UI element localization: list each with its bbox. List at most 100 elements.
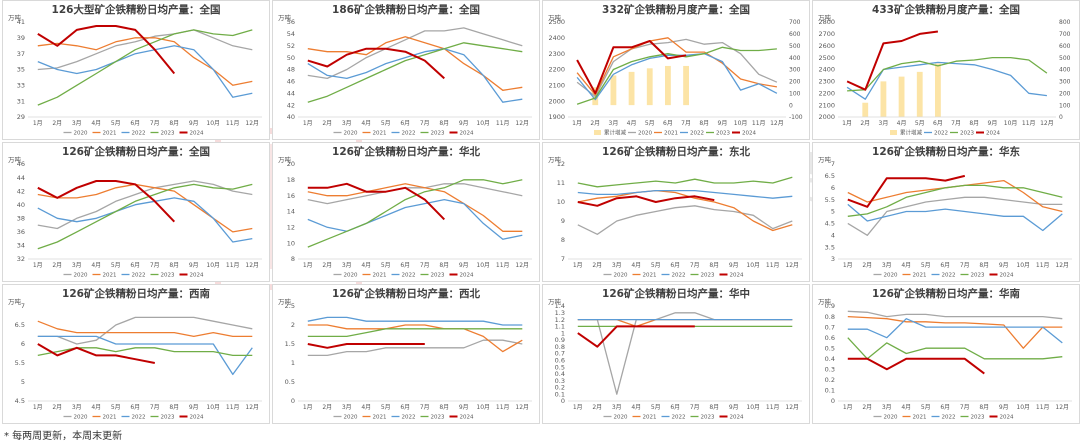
- legend-label: 2020: [344, 131, 358, 137]
- series-line-2021: [307, 324, 523, 353]
- legend-label: 2023: [971, 415, 985, 421]
- chart-panel: 126矿企铁精粉日均产量：华东 万吨 3 3.5 4 4.5 5 5.5 6 6.5 7 1月 2月 3月…: [812, 142, 1080, 282]
- x-tick-label: 6月: [130, 262, 140, 269]
- y-tick-label: 12: [287, 224, 295, 232]
- y-axis-unit: 万吨: [818, 155, 832, 164]
- x-tick-label: 9月: [189, 120, 199, 127]
- y-tick-label: 5: [21, 378, 25, 386]
- chart-title: 126矿企铁精粉日均产量：西北: [332, 287, 480, 300]
- y2-tick-label: 700: [789, 19, 801, 26]
- x-tick-label: 8月: [979, 404, 989, 411]
- legend-label: 2024: [460, 273, 474, 279]
- bar: [610, 75, 617, 106]
- chart-title: 186矿企铁精粉日均产量：全国: [332, 3, 480, 16]
- legend-label: 2022: [672, 273, 686, 279]
- legend-label: 累计增减: [900, 129, 923, 137]
- legend-label: 2023: [431, 415, 445, 421]
- x-tick-label: 10月: [476, 262, 490, 269]
- y-tick-label: 35: [17, 66, 25, 74]
- x-tick-label: 10月: [206, 404, 220, 411]
- series-line-2024: [37, 180, 176, 223]
- x-tick-label: 12月: [1055, 262, 1069, 269]
- series-line-2021: [577, 189, 793, 232]
- y-tick-label: 6: [831, 184, 835, 192]
- y-tick-label: 0.3: [555, 377, 565, 385]
- x-tick-label: 5月: [921, 404, 931, 411]
- x-tick-label: 1月: [842, 120, 852, 127]
- legend-label: 2024: [460, 131, 474, 137]
- series-line-2024: [577, 325, 695, 348]
- x-tick-label: 12月: [245, 404, 259, 411]
- x-tick-label: 4月: [91, 404, 101, 411]
- y-tick-label: 6: [21, 340, 25, 348]
- legend-swatch: [594, 130, 601, 135]
- x-tick-label: 9月: [189, 262, 199, 269]
- y2-tick-label: 300: [1059, 79, 1071, 86]
- chart-title: 126矿企铁精粉日均产量：华南: [872, 287, 1020, 300]
- x-tick-label: 4月: [91, 120, 101, 127]
- y-tick-label: 2300: [548, 50, 565, 58]
- series-line-2023: [577, 176, 793, 188]
- chart-svg: 433矿企铁精粉月度产量：全国万吨20002100220023002400250…: [812, 0, 1080, 140]
- series-line-2024: [37, 343, 155, 364]
- x-tick-label: 11月: [226, 120, 240, 127]
- x-tick-label: 11月: [766, 404, 780, 411]
- x-tick-label: 7月: [690, 404, 700, 411]
- x-tick-label: 2月: [862, 404, 872, 411]
- chart-panel: 126矿企铁精粉日均产量：西南 万吨 4.5 5 5.5 6 6.5 7 1月 2月 3月 4月 5月 6…: [2, 284, 270, 424]
- y-axis-unit: 万吨: [8, 155, 22, 164]
- chart-panel: 126矿企铁精粉日均产量：全国 万吨 32 34 36 38 40 42 44 46 1月 2月 3月 4…: [2, 142, 270, 282]
- chart-title: 332矿企铁精粉月度产量：全国: [602, 3, 750, 16]
- y-tick-label: 42: [17, 187, 25, 195]
- legend-label: 2021: [664, 131, 678, 137]
- series-line-2021: [37, 37, 253, 86]
- x-tick-label: 1月: [573, 404, 583, 411]
- legend-label: 累计增减: [604, 129, 627, 137]
- x-tick-label: 10月: [206, 120, 220, 127]
- x-tick-label: 9月: [459, 404, 469, 411]
- x-tick-label: 4月: [361, 404, 371, 411]
- y-tick-label: 8: [561, 236, 565, 244]
- legend-label: 2020: [74, 273, 88, 279]
- legend-label: 2020: [614, 273, 628, 279]
- x-tick-label: 1月: [843, 262, 853, 269]
- y-tick-label: 2700: [818, 30, 835, 38]
- legend-label: 2022: [672, 415, 686, 421]
- y-tick-label: 0.9: [555, 336, 565, 344]
- x-tick-label: 4月: [627, 120, 637, 127]
- chart-panel: 126矿企铁精粉日均产量：华南 万吨 0 0.1 0.2 0.3 0.4 0.5 0.6 0.7 0…: [812, 284, 1080, 424]
- y-axis-unit: 万吨: [548, 13, 562, 22]
- legend-label: 2022: [402, 415, 416, 421]
- x-tick-label: 3月: [882, 262, 892, 269]
- x-tick-label: 6月: [940, 404, 950, 411]
- y2-tick-label: 200: [1059, 90, 1071, 97]
- y-tick-label: 5.5: [825, 196, 835, 204]
- y-tick-label: 0.7: [555, 350, 565, 358]
- legend-label: 2023: [161, 273, 175, 279]
- chart-panel: 332矿企铁精粉月度产量：全国 万吨 1900 2000 2100 2200 2300 240…: [542, 0, 810, 140]
- chart-panel: 126矿企铁精粉日均产量：西北 万吨 0 0.5 1 1.5 2 2.5 1月 2月 3月 4月 5月 6…: [272, 284, 540, 424]
- x-tick-label: 3月: [72, 404, 82, 411]
- x-tick-label: 8月: [969, 120, 979, 127]
- y-tick-label: 3: [831, 255, 835, 263]
- series-line-2023: [307, 179, 523, 248]
- chart-title: 126矿企铁精粉日均产量：华东: [872, 145, 1020, 158]
- x-tick-label: 3月: [342, 262, 352, 269]
- y-tick-label: 34: [17, 242, 25, 250]
- x-tick-label: 7月: [681, 120, 691, 127]
- legend-label: 2022: [934, 131, 948, 137]
- x-tick-label: 10月: [746, 404, 760, 411]
- x-tick-label: 6月: [933, 120, 943, 127]
- x-tick-label: 6月: [940, 262, 950, 269]
- legend-label: 2020: [884, 273, 898, 279]
- y-tick-label: 36: [17, 228, 25, 236]
- x-tick-label: 8月: [439, 120, 449, 127]
- x-tick-label: 4月: [901, 262, 911, 269]
- x-tick-label: 6月: [130, 404, 140, 411]
- y-tick-label: 0.6: [825, 334, 835, 342]
- chart-border: [542, 142, 810, 282]
- y-axis-unit: 万吨: [548, 297, 562, 306]
- y-tick-label: 7: [561, 255, 565, 263]
- series-line-2021: [307, 36, 523, 91]
